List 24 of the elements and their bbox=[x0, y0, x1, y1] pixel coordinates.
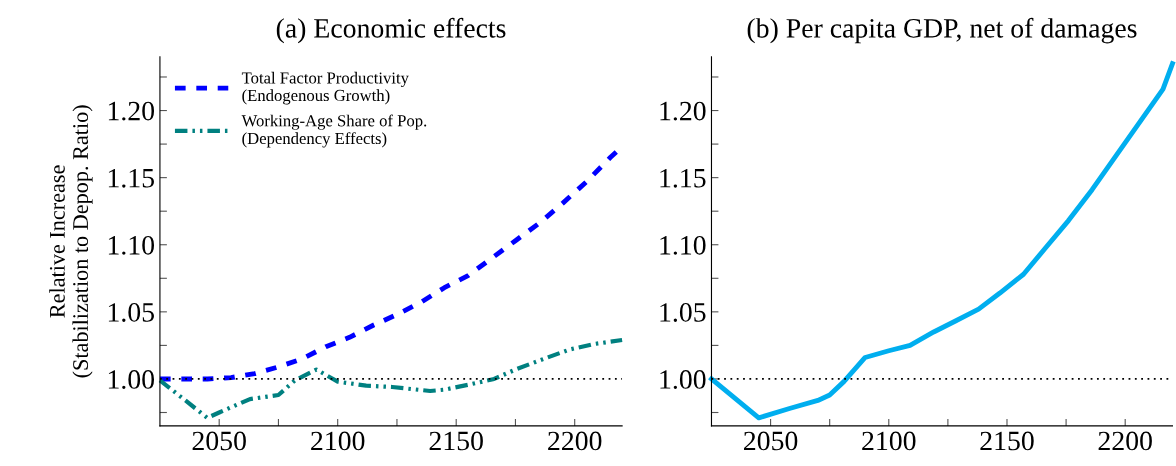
x-tick-label: 2100 bbox=[311, 431, 365, 451]
y-tick-label: 1.20 bbox=[660, 101, 706, 121]
y-tick-label: 1.10 bbox=[660, 235, 706, 255]
y-axis-title: Relative Increase (Stabilization to Depop. Ratio) bbox=[49, 105, 93, 378]
y-tick-label: 1.20 bbox=[108, 101, 155, 121]
y-tick-label: 1.00 bbox=[660, 370, 706, 389]
y-tick-label: 1.15 bbox=[108, 168, 154, 188]
legend-label: Total Factor Productivity (Endogenous Growth) bbox=[241, 71, 409, 105]
x-tick-label: 2150 bbox=[429, 431, 483, 451]
chart-title: (b) Per capita GDP, net of damages bbox=[747, 17, 1137, 44]
y-tick-label: 1.00 bbox=[108, 370, 155, 389]
chart-title: (a) Economic effects bbox=[276, 17, 506, 44]
y-tick-label: 1.05 bbox=[108, 303, 154, 322]
y-tick-label: 1.15 bbox=[660, 168, 706, 188]
x-tick-label: 2200 bbox=[548, 431, 602, 451]
x-tick-label: 2200 bbox=[1098, 431, 1152, 451]
x-tick-label: 2050 bbox=[192, 431, 246, 451]
line-series bbox=[709, 61, 1175, 421]
y-tick-label: 1.10 bbox=[108, 235, 155, 255]
x-tick-label: 2100 bbox=[862, 431, 916, 451]
x-tick-label: 2150 bbox=[980, 431, 1034, 451]
y-tick-label: 1.05 bbox=[660, 303, 706, 322]
x-tick-label: 2050 bbox=[744, 431, 798, 451]
legend-label: Working-Age Share of Pop. (Dependency Effects) bbox=[241, 114, 427, 148]
